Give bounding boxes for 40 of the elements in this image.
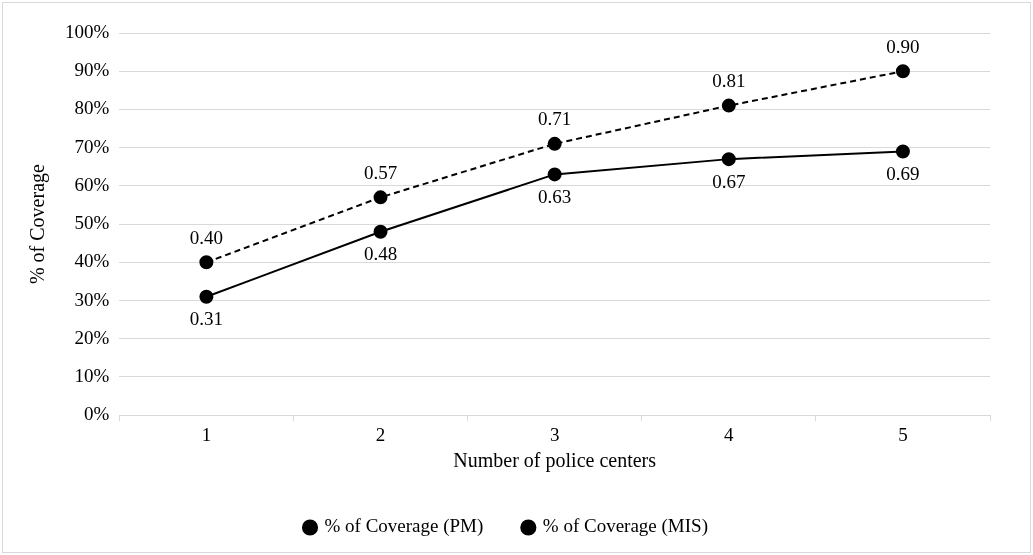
point <box>895 64 910 79</box>
y-tick-label: 90% <box>74 59 110 81</box>
y-tick-label: 20% <box>74 326 110 348</box>
data-label: 0.67 <box>712 170 746 192</box>
x-tick-label: 2 <box>375 423 386 445</box>
y-tick-label: 70% <box>74 135 110 157</box>
y-tick-label: 80% <box>74 97 110 119</box>
point <box>547 167 562 182</box>
point <box>373 190 388 205</box>
y-tick-label: 30% <box>74 288 110 310</box>
point <box>199 255 214 270</box>
data-label: 0.69 <box>886 162 920 184</box>
data-label: 0.40 <box>189 226 224 248</box>
data-label: 0.90 <box>886 35 920 57</box>
point <box>721 152 736 167</box>
y-axis-title: % of Coverage <box>26 164 50 285</box>
y-tick-label: 60% <box>74 173 110 195</box>
point <box>373 224 388 239</box>
point <box>721 98 736 113</box>
x-axis-title: Number of police centers <box>453 449 657 473</box>
data-label: 0.57 <box>363 161 398 183</box>
data-label: 0.31 <box>189 308 224 330</box>
x-tick-label: 1 <box>201 423 212 445</box>
data-label: 0.63 <box>538 185 572 207</box>
x-tick-label: 4 <box>724 423 735 445</box>
legend-label: % of Coverage (PM) <box>324 515 484 538</box>
data-label: 0.48 <box>363 243 398 265</box>
point <box>895 144 910 159</box>
y-tick-label: 0% <box>84 403 110 425</box>
y-tick-label: 50% <box>74 212 110 234</box>
point <box>199 289 214 304</box>
data-label: 0.81 <box>712 70 746 92</box>
data-label: 0.71 <box>538 108 572 130</box>
x-tick-label: 5 <box>898 423 908 445</box>
x-tick-label: 3 <box>549 423 560 445</box>
y-tick-label: 10% <box>74 364 110 386</box>
legend-label: % of Coverage (MIS) <box>542 515 708 538</box>
point <box>547 136 562 151</box>
y-tick-label: 40% <box>74 250 110 272</box>
y-tick-label: 100% <box>65 20 110 42</box>
